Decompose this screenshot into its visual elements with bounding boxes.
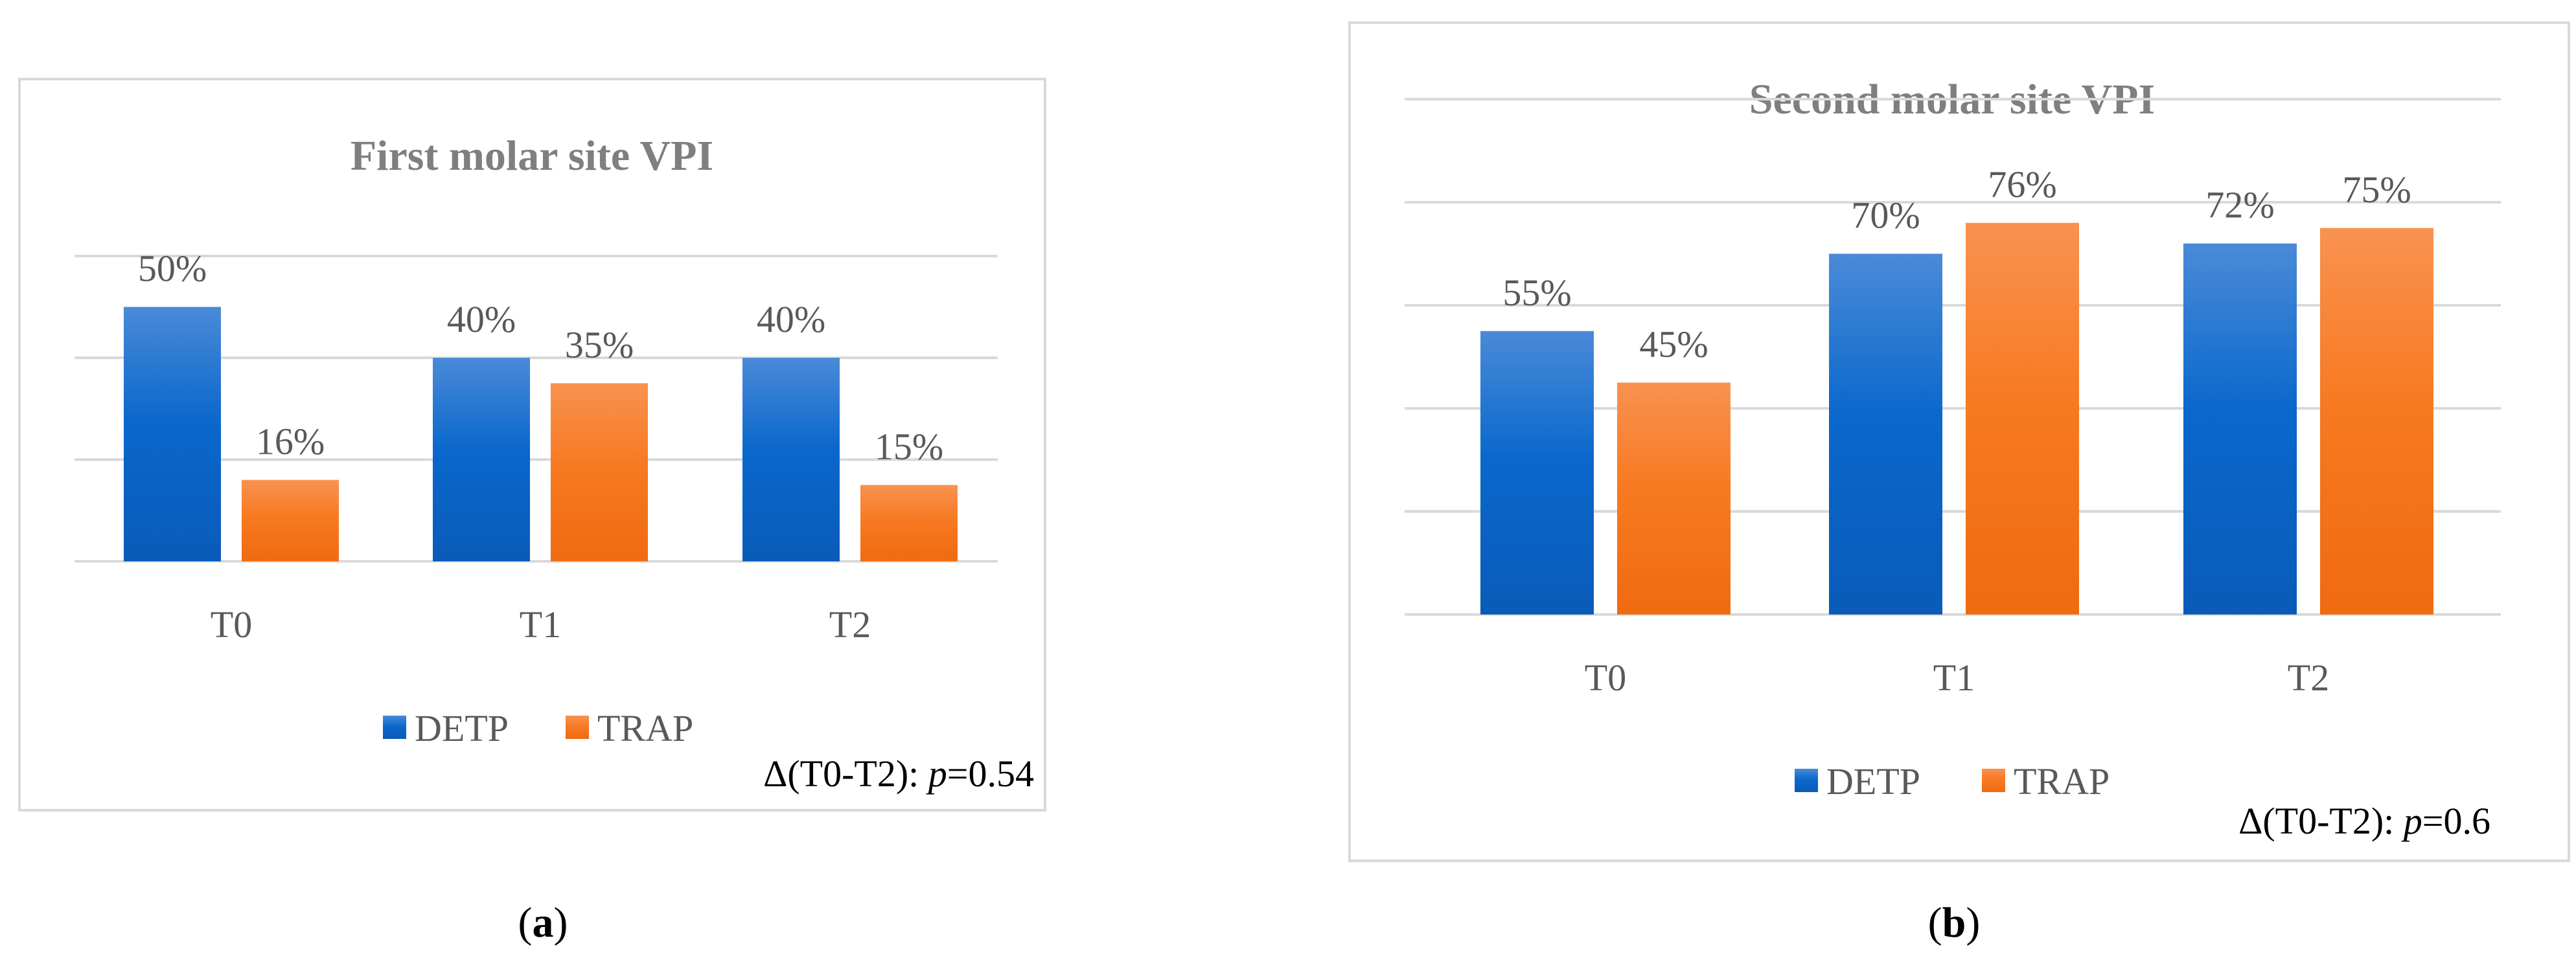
chart-panel-a: First molar site VPI 50%16%40%35%40%15% … — [18, 78, 1046, 946]
data-label-detp-t2-a: 40% — [757, 298, 825, 340]
legend-a: DETP TRAP — [383, 707, 693, 749]
bar-detp-t2-a — [742, 358, 840, 561]
p-value-note-b: Δ(T0-T2): p=0.6 — [2238, 800, 2490, 842]
bar-detp-t0-b — [1480, 331, 1594, 614]
data-label-trap-t1-a: 35% — [565, 323, 634, 366]
data-label-detp-t0-b: 55% — [1502, 272, 1571, 314]
category-label-t0-a: T0 — [211, 603, 252, 646]
data-label-detp-t1-b: 70% — [1851, 194, 1920, 237]
chart-title-a: First molar site VPI — [351, 132, 713, 180]
legend-swatch-detp-b — [1795, 769, 1818, 792]
caption-letter-b: b — [1942, 899, 1966, 946]
data-label-detp-t1-a: 40% — [447, 298, 516, 340]
bar-trap-t1-b — [1966, 222, 2079, 614]
caption-close-a: ) — [554, 899, 568, 946]
bars-b — [1480, 222, 2433, 615]
note-prefix-b: Δ(T0-T2): — [2238, 800, 2404, 842]
data-label-trap-t0-a: 16% — [256, 420, 325, 462]
bar-trap-t1-a — [551, 383, 648, 561]
category-label-t2-b: T2 — [2288, 657, 2329, 699]
legend-label-trap-b: TRAP — [2014, 760, 2110, 802]
note-suffix-b: =0.6 — [2422, 800, 2490, 842]
data-label-detp-t0-a: 50% — [138, 248, 207, 290]
data-label-trap-t1-b: 76% — [1988, 163, 2056, 205]
caption-open-a: ( — [518, 899, 533, 946]
chart-panel-b: Second molar site VPI 55%45%70%76% 72% 75%… — [1348, 21, 2570, 946]
data-label-trap-t2-a: 15% — [875, 425, 943, 467]
legend-swatch-trap-b — [1982, 769, 2005, 792]
legend-swatch-trap-a — [566, 716, 589, 739]
category-labels-b: T0 T1 T2 — [1585, 657, 2329, 699]
category-label-t1-a: T1 — [520, 603, 561, 646]
legend-label-trap-a: TRAP — [597, 707, 693, 749]
bar-trap-t0-b — [1617, 382, 1731, 614]
data-label-detp-t2-b: 72% — [2205, 184, 2274, 226]
category-labels-a: T0 T1 T2 — [211, 603, 871, 646]
caption-letter-a: a — [533, 899, 554, 946]
bar-detp-t1-a — [433, 358, 530, 561]
data-label-trap-t0-b: 45% — [1639, 323, 1708, 365]
note-prefix-a: Δ(T0-T2): — [763, 753, 928, 795]
bars-a — [124, 307, 958, 561]
legend-label-detp-b: DETP — [1826, 760, 1920, 802]
category-label-t0-b: T0 — [1585, 657, 1626, 699]
bar-detp-t2-b — [2183, 243, 2297, 615]
legend-swatch-detp-a — [383, 716, 406, 739]
bar-trap-t2-b — [2320, 228, 2433, 614]
category-label-t1-b: T1 — [1933, 657, 1975, 699]
note-p-a: p — [926, 753, 947, 795]
bar-trap-t0-a — [242, 480, 339, 561]
legend-label-detp-a: DETP — [415, 707, 509, 749]
p-value-note-a: Δ(T0-T2): p=0.54 — [763, 753, 1034, 795]
data-label-trap-t2-b: 75% — [2342, 169, 2411, 211]
category-label-t2-a: T2 — [829, 603, 871, 646]
caption-close-b: ) — [1966, 899, 1980, 946]
bar-detp-t0-a — [124, 307, 221, 561]
note-p-b: p — [2401, 800, 2422, 842]
data-labels-a: 50% 16% 40% 35% 40% 15% — [138, 248, 943, 468]
data-labels-b: 55% 45% 70% 76% 72% 75% — [1502, 163, 2411, 365]
caption-b: (b) — [1928, 899, 1981, 946]
legend-b: DETP TRAP — [1795, 760, 2110, 802]
caption-open-b: ( — [1928, 899, 1942, 946]
caption-a: (a) — [518, 899, 568, 946]
bar-detp-t1-b — [1829, 253, 1942, 614]
bar-trap-t2-a — [860, 485, 958, 561]
note-suffix-a: =0.54 — [947, 753, 1034, 795]
gridlines-a — [75, 255, 998, 563]
